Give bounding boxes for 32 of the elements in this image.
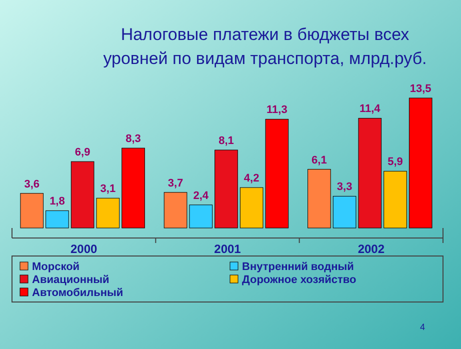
data-label: 6,1	[312, 154, 327, 166]
data-label: 6,9	[74, 146, 90, 159]
legend-label: Дорожное хозяйство	[242, 274, 357, 286]
data-label: 3,6	[24, 178, 40, 190]
x-tick-label: 2000	[70, 242, 98, 256]
data-label: 2,4	[193, 190, 210, 202]
text: 4	[420, 322, 426, 332]
x-tick-label: 2002	[358, 242, 385, 256]
legend-label: Автомобильный	[32, 287, 124, 299]
data-label: 11,3	[266, 104, 288, 116]
data-label: 4,2	[244, 172, 260, 185]
data-label: 8,3	[126, 133, 141, 146]
bar	[214, 150, 238, 228]
bar	[384, 170, 407, 228]
legend-label: Внутренний водный	[242, 261, 354, 273]
data-label: 8,1	[218, 135, 234, 147]
data-label: 5,9	[388, 156, 403, 168]
data-label: 3,3	[336, 181, 352, 194]
data-label: 1,8	[50, 196, 65, 208]
legend-label: Авиационный	[32, 274, 110, 286]
data-label: 3,7	[168, 177, 184, 190]
data-label: 13,5	[410, 83, 432, 95]
x-tick-label: 2001	[214, 242, 242, 256]
data-label: 3,1	[100, 183, 116, 196]
bar	[20, 193, 44, 228]
bar	[122, 148, 145, 228]
bar	[46, 210, 69, 228]
chart-title: Налоговые платежи в бюджеты всех уровней по видам транспорта, млрд.руб.	[103, 25, 427, 68]
legend-label: Морской	[32, 261, 80, 273]
bar	[408, 98, 432, 228]
data-label: 11,4	[359, 103, 382, 116]
bar	[308, 169, 331, 228]
